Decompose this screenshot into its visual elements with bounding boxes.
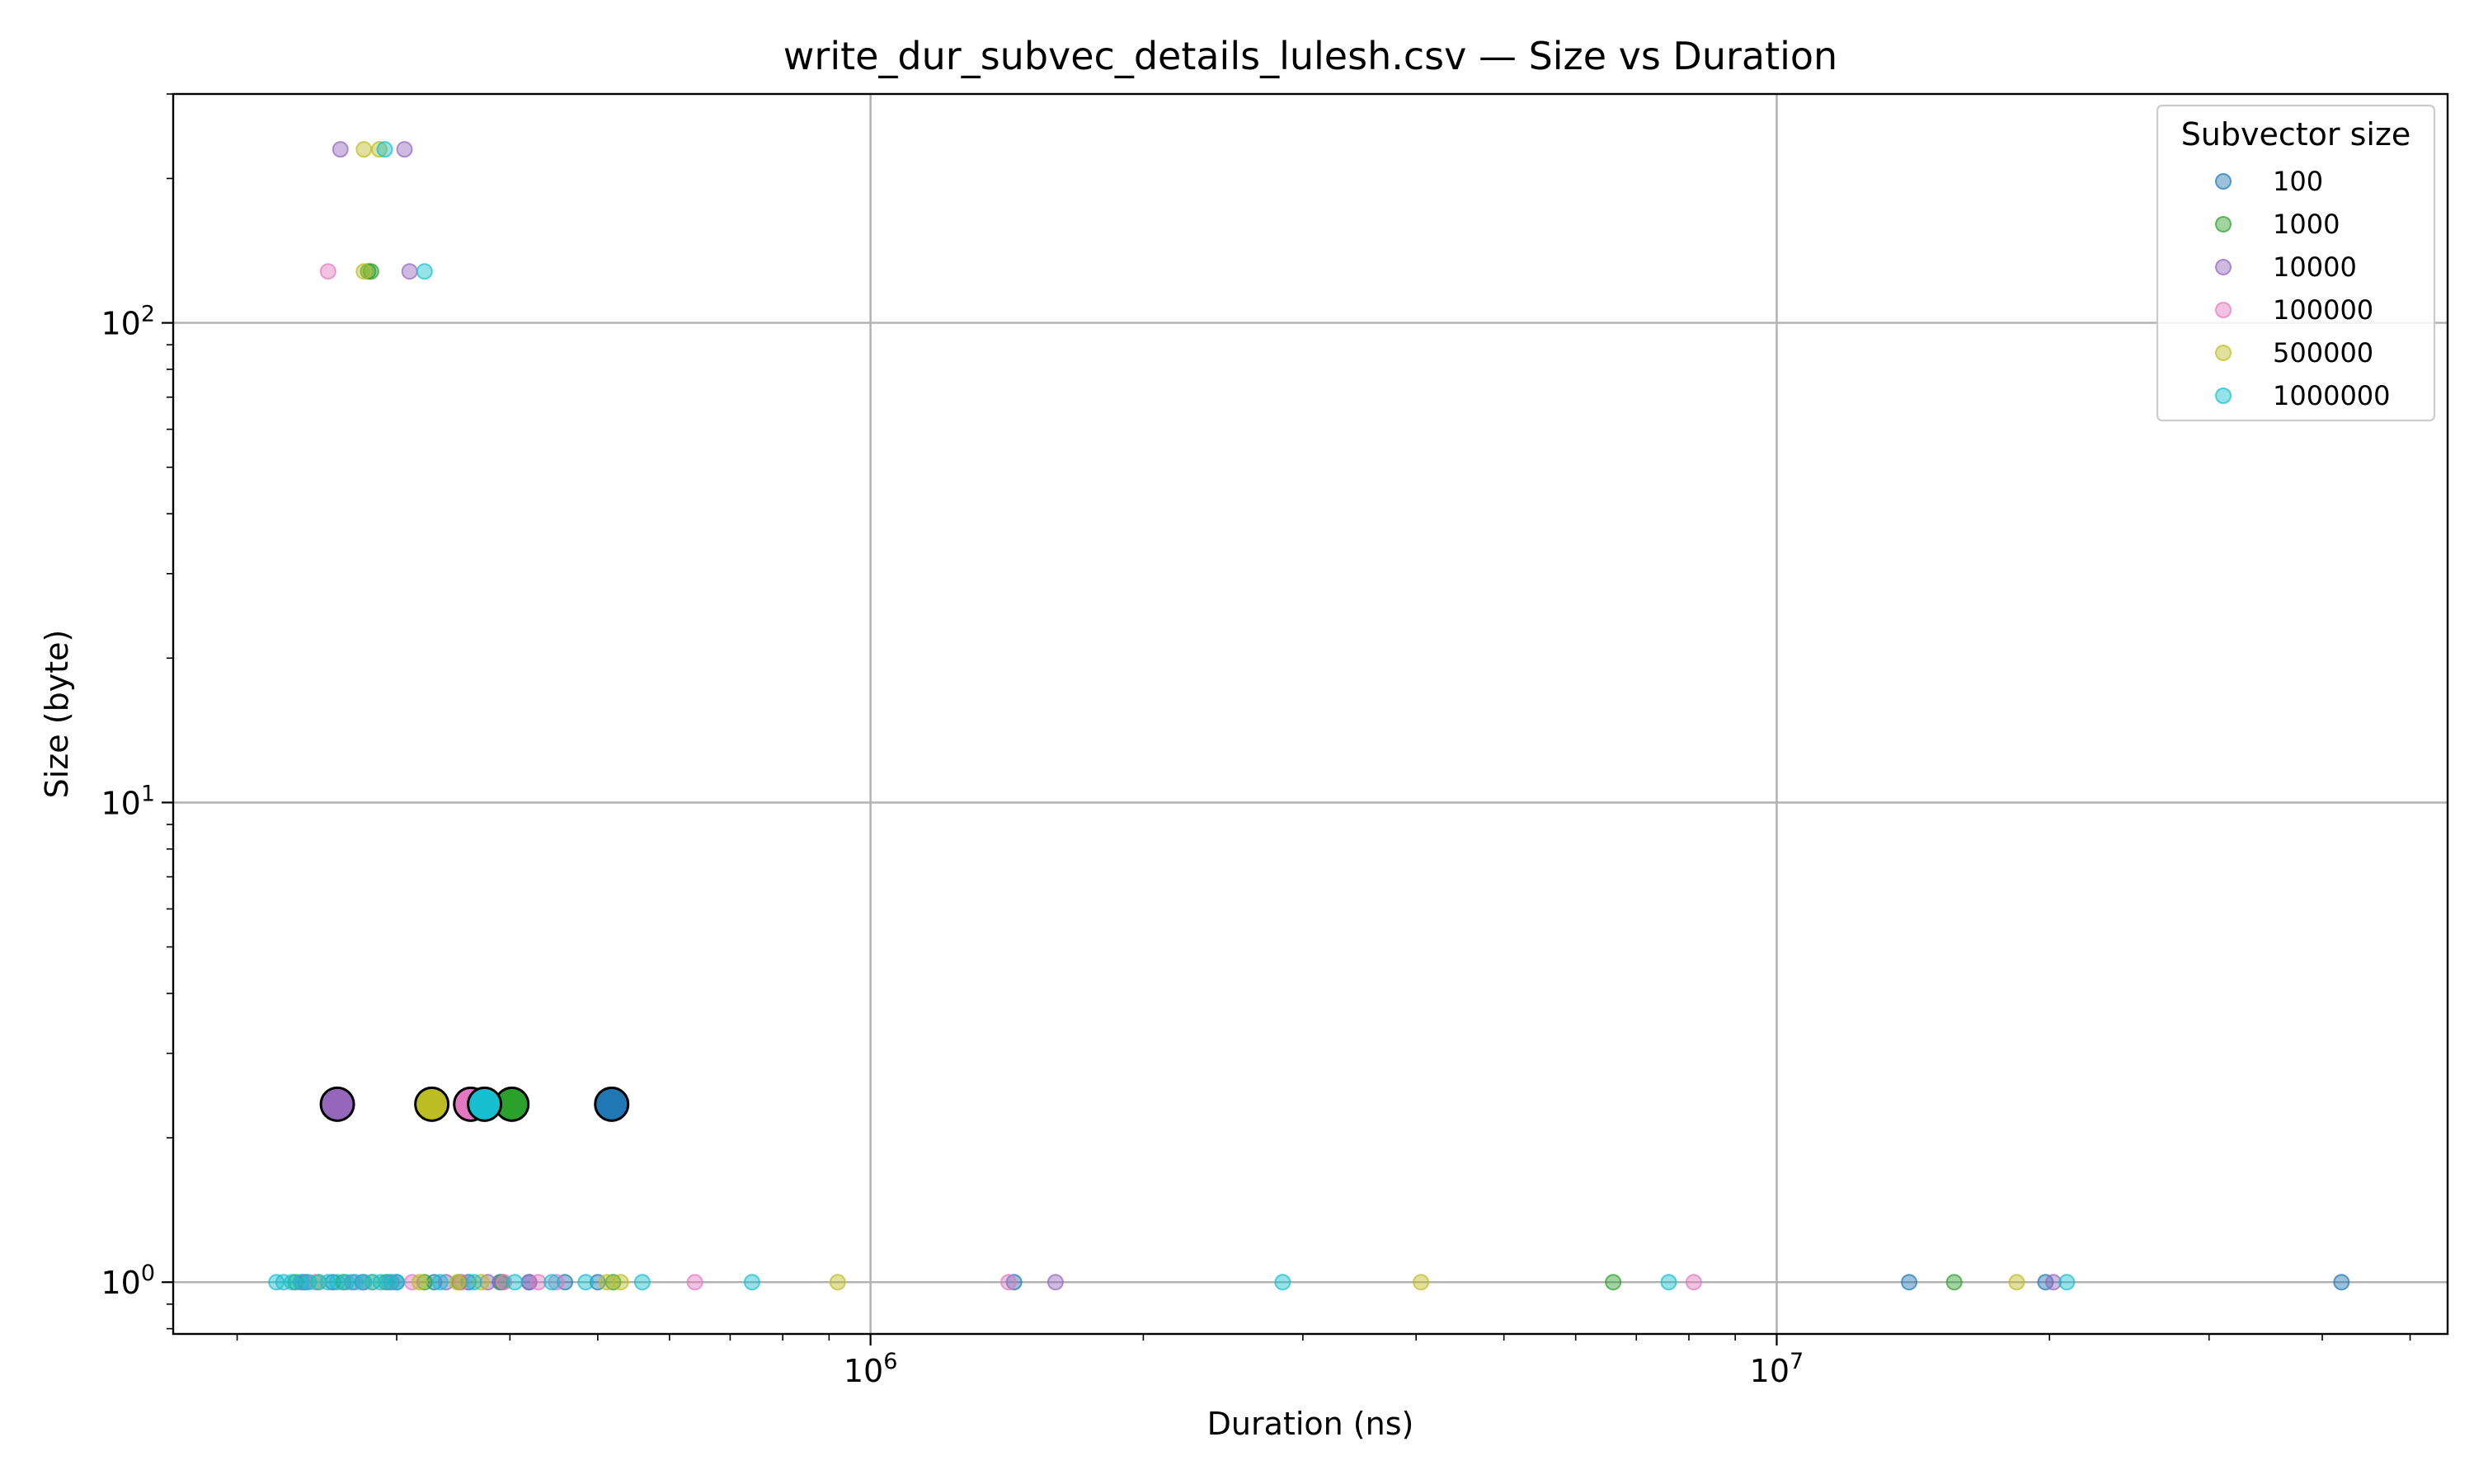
legend-marker bbox=[2215, 259, 2232, 275]
mean-markers bbox=[319, 1086, 630, 1122]
scatter-point-1000000 bbox=[577, 1274, 595, 1291]
x-tick-label-exponent: 7 bbox=[1790, 1349, 1804, 1374]
scatter-point-1000000 bbox=[364, 1274, 381, 1291]
scatter-point-500000 bbox=[355, 141, 373, 158]
legend-marker bbox=[2215, 216, 2232, 232]
scatter-point-1000000 bbox=[388, 1274, 406, 1291]
legend-label: 100000 bbox=[2273, 294, 2373, 326]
mean-marker-10000 bbox=[319, 1086, 355, 1122]
y-tick-label-base: 10 bbox=[101, 785, 140, 821]
scatter-point-1000000 bbox=[284, 1274, 301, 1291]
mean-marker-100 bbox=[594, 1086, 630, 1122]
scatter-point-10000 bbox=[332, 141, 349, 158]
scatter-point-1000000 bbox=[329, 1274, 346, 1291]
scatter-point-100 bbox=[2333, 1274, 2350, 1291]
scatter-point-500000 bbox=[1413, 1274, 1430, 1291]
y-tick-label-base: 10 bbox=[101, 306, 140, 342]
y-tick-label-base: 10 bbox=[101, 1265, 140, 1301]
legend-marker bbox=[2215, 173, 2232, 190]
scatter-point-1000000 bbox=[292, 1274, 309, 1291]
scatter-point-1000 bbox=[1945, 1274, 1963, 1291]
scatter-point-10000 bbox=[396, 141, 413, 158]
legend-label: 500000 bbox=[2273, 337, 2373, 369]
y-tick-label-exponent: 2 bbox=[141, 302, 155, 327]
scatter-point-10000 bbox=[401, 263, 418, 280]
scatter-point-1000000 bbox=[743, 1274, 760, 1291]
scatter-point-100 bbox=[557, 1274, 574, 1291]
y-tick-label: 102 bbox=[101, 302, 155, 342]
scatter-point-100000 bbox=[529, 1274, 547, 1291]
scatter-point-1000000 bbox=[355, 1274, 373, 1291]
scatter-point-500000 bbox=[355, 263, 373, 280]
x-tick-label-exponent: 6 bbox=[883, 1349, 897, 1374]
legend-label: 10000 bbox=[2273, 251, 2357, 283]
y-tick-label: 101 bbox=[101, 781, 155, 821]
y-tick-label: 100 bbox=[101, 1261, 155, 1301]
scatter-point-100000 bbox=[319, 263, 336, 280]
scatter-point-100000 bbox=[999, 1274, 1017, 1291]
scatter-point-500000 bbox=[829, 1274, 846, 1291]
scatter-point-500000 bbox=[599, 1274, 616, 1291]
grid-lines bbox=[173, 94, 2448, 1334]
y-tick-label-exponent: 0 bbox=[141, 1261, 155, 1286]
scatter-point-100000 bbox=[686, 1274, 703, 1291]
legend-marker bbox=[2215, 387, 2232, 404]
x-tick-label: 106 bbox=[844, 1349, 898, 1389]
scatter-point-1000 bbox=[1605, 1274, 1622, 1291]
mean-marker-1000000 bbox=[467, 1086, 503, 1122]
legend: Subvector size 1001000100001000005000001… bbox=[2156, 104, 2436, 422]
scatter-point-1000000 bbox=[1274, 1274, 1291, 1291]
scatter-point-1000000 bbox=[431, 1274, 449, 1291]
chart-title: write_dur_subvec_details_lulesh.csv — Si… bbox=[783, 34, 1837, 78]
scatter-point-1000 bbox=[360, 263, 377, 280]
scatter-point-500000 bbox=[612, 1274, 629, 1291]
plot-frame bbox=[172, 92, 2449, 1336]
scatter-point-1000000 bbox=[338, 1274, 355, 1291]
legend-entries: 100 1000 10000 100000 500000 1000000 bbox=[2215, 166, 2391, 411]
scatter-point-500000 bbox=[411, 1274, 428, 1291]
legend-box bbox=[2156, 104, 2436, 422]
y-tick-label-exponent: 1 bbox=[141, 781, 155, 806]
scatter-point-500000 bbox=[370, 141, 388, 158]
scatter-point-1000000 bbox=[416, 263, 433, 280]
scatter-point-1000000 bbox=[1660, 1274, 1677, 1291]
scatter-point-100 bbox=[1005, 1274, 1023, 1291]
data-points bbox=[268, 141, 2350, 1291]
legend-label: 1000000 bbox=[2273, 380, 2391, 411]
mean-marker-500000 bbox=[414, 1086, 450, 1122]
scatter-point-1000000 bbox=[506, 1274, 524, 1291]
legend-marker bbox=[2215, 345, 2232, 361]
x-tick-label: 107 bbox=[1750, 1349, 1804, 1389]
scatter-point-1000000 bbox=[465, 1274, 482, 1291]
scatter-point-1000000 bbox=[2058, 1274, 2076, 1291]
x-axis-label: Duration (ns) bbox=[1207, 1406, 1414, 1442]
legend-label: 1000 bbox=[2273, 209, 2340, 240]
legend-label: 100 bbox=[2273, 166, 2323, 197]
scatter-point-100000 bbox=[454, 1274, 471, 1291]
y-axis-label: Size (byte) bbox=[39, 630, 75, 799]
scatter-point-500000 bbox=[449, 1274, 466, 1291]
scatter-point-10000 bbox=[437, 1274, 454, 1291]
scatter-point-1000000 bbox=[346, 1274, 364, 1291]
x-tick-label-base: 10 bbox=[1750, 1353, 1790, 1389]
scatter-point-1000000 bbox=[376, 141, 393, 158]
scatter-point-10000 bbox=[479, 1274, 496, 1291]
scatter-point-100 bbox=[1901, 1274, 1918, 1291]
x-tick-label-base: 10 bbox=[844, 1353, 883, 1389]
scatter-point-10000 bbox=[2044, 1274, 2062, 1291]
scatter-point-10000 bbox=[1047, 1274, 1064, 1291]
scatter-point-1000000 bbox=[633, 1274, 651, 1291]
legend-marker bbox=[2215, 302, 2232, 318]
legend-title: Subvector size bbox=[2181, 116, 2411, 153]
scatter-point-1000000 bbox=[543, 1274, 561, 1291]
scatter-point-1000000 bbox=[275, 1274, 292, 1291]
scatter-point-100000 bbox=[1685, 1274, 1702, 1291]
scatter-point-500000 bbox=[2008, 1274, 2025, 1291]
scatter-point-100000 bbox=[548, 1274, 565, 1291]
